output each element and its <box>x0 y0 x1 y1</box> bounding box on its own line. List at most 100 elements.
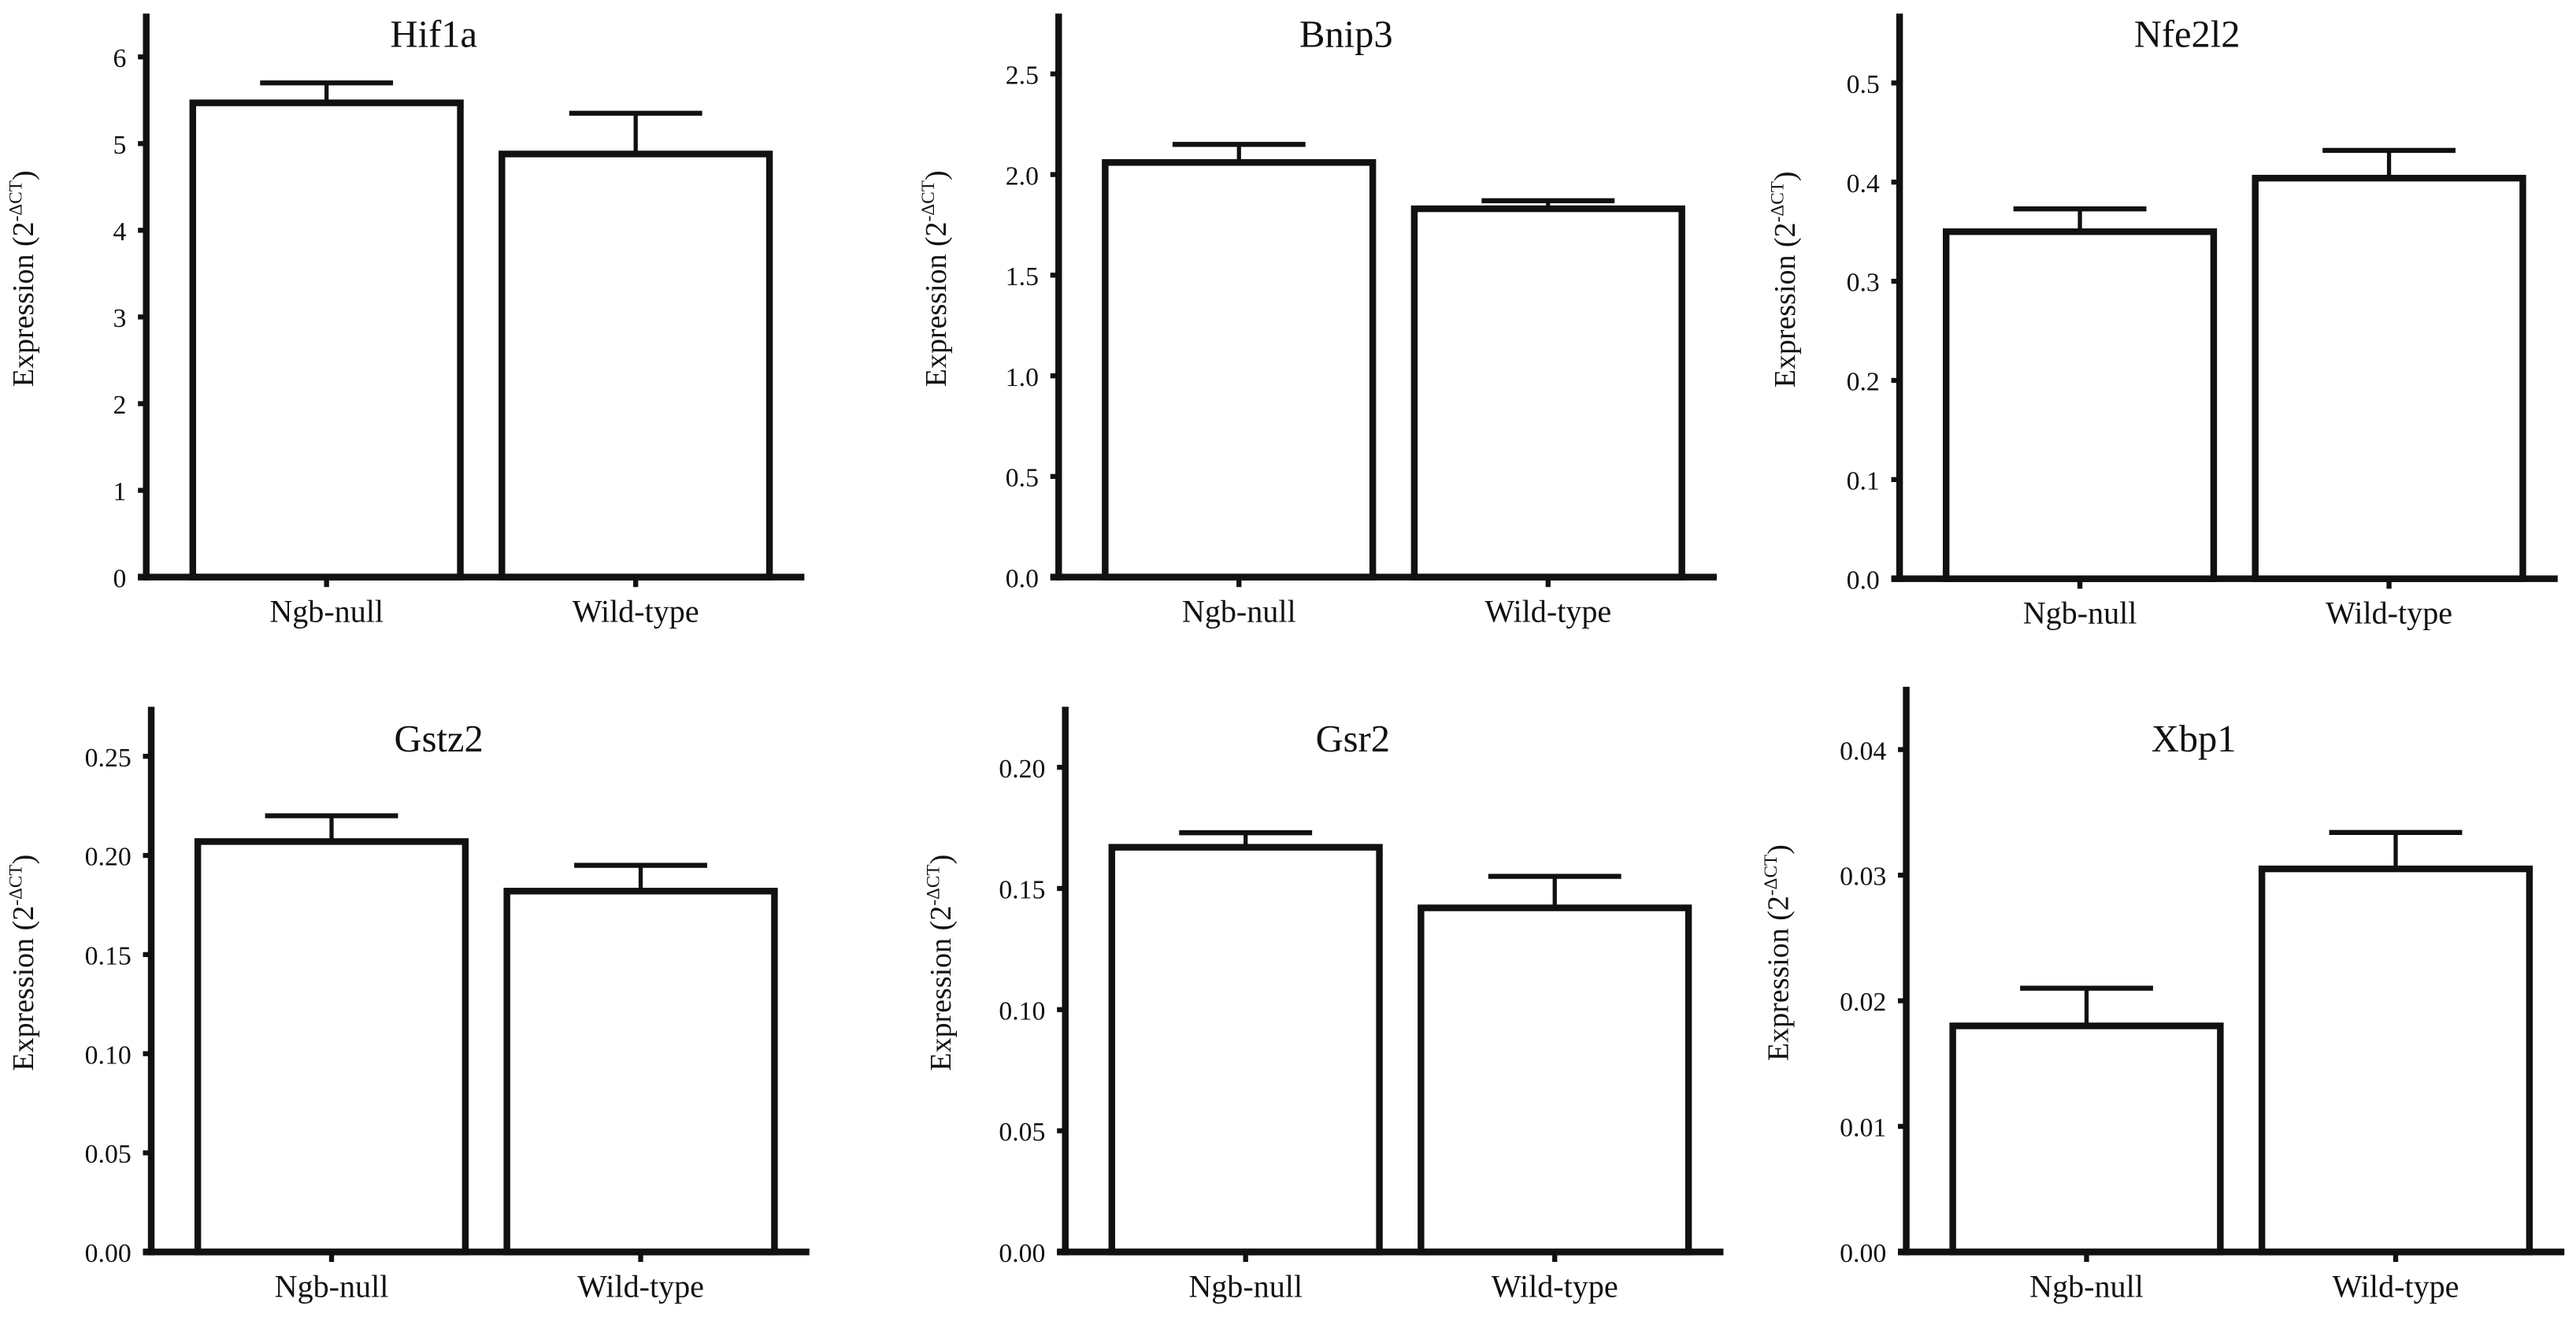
y-tick-label: 0.4 <box>1847 169 1880 199</box>
y-tick-label: 2 <box>113 391 127 420</box>
bar-wild-type <box>1418 904 1692 1256</box>
y-tick-label: 0.00 <box>1840 1239 1886 1268</box>
y-tick-label: 2.5 <box>1006 61 1039 91</box>
x-tick-label: Ngb-null <box>1182 594 1296 629</box>
y-tick-label: 0.20 <box>85 843 132 872</box>
x-tick-label: Ngb-null <box>269 594 384 629</box>
y-tick-label: 0.5 <box>1847 70 1880 99</box>
bar-wild-type <box>503 888 778 1256</box>
y-tick-label: 0.10 <box>999 996 1045 1026</box>
y-axis-label-open: (2 <box>7 906 40 931</box>
x-tick-label: Ngb-null <box>1188 1268 1303 1304</box>
y-tick-label: 0.10 <box>85 1041 132 1070</box>
bar-ngb-null <box>1102 159 1377 581</box>
y-axis-label-close: ) <box>1769 171 1802 181</box>
y-tick-label: 0.15 <box>85 941 132 970</box>
bar-ngb-null <box>194 838 469 1256</box>
y-axis-label-superscript: -ΔCT <box>1767 181 1788 222</box>
y-tick-label: 0.2 <box>1847 368 1880 397</box>
y-axis-label: Expression (2-ΔCT) <box>918 170 953 387</box>
x-tick-label: Wild-type <box>1484 594 1611 629</box>
y-tick-label: 1.0 <box>1006 363 1039 392</box>
y-tick-label: 1.5 <box>1006 262 1039 291</box>
chart-panel-gstz2: Gstz2 Expression (2-ΔCT) Ngb-null Wild-type… <box>6 707 810 1304</box>
bar-wild-type <box>2252 174 2526 582</box>
y-tick-label: 0.00 <box>85 1239 132 1268</box>
bar-ngb-null <box>1108 844 1383 1256</box>
y-axis-label: Expression (2-ΔCT) <box>6 170 40 387</box>
x-tick-label: Ngb-null <box>275 1268 389 1304</box>
y-tick-label: 0 <box>113 564 127 593</box>
chart-panel-nfe2l2: Nfe2l2 Expression (2-ΔCT) Ngb-null Wild-typ… <box>1767 13 2558 631</box>
y-axis-label-close: ) <box>920 170 953 180</box>
chart-title: Hif1a <box>391 13 477 55</box>
y-tick-label: 0.04 <box>1840 736 1886 766</box>
y-axis-label-main: Expression <box>7 247 40 387</box>
y-axis-label-superscript: -ΔCT <box>923 864 943 905</box>
chart-panel-bnip3: Bnip3 Expression (2-ΔCT) Ngb-null Wild-type… <box>918 13 1717 629</box>
x-tick-label: Wild-type <box>2333 1268 2459 1304</box>
y-axis-label-close: ) <box>7 855 40 865</box>
x-tick-label: Ngb-null <box>2023 596 2137 631</box>
bar-ngb-null <box>189 99 464 581</box>
y-axis-label-main: Expression <box>925 930 958 1070</box>
y-tick-label: 0.03 <box>1840 863 1886 892</box>
y-axis-label-open: (2 <box>7 221 40 247</box>
y-axis-label: Expression (2-ΔCT) <box>1761 844 1796 1061</box>
y-axis-label-main: Expression <box>7 930 40 1070</box>
y-tick-label: 0.00 <box>999 1239 1045 1268</box>
y-axis-label-superscript: -ΔCT <box>1761 855 1781 896</box>
x-tick-label: Wild-type <box>2326 596 2452 631</box>
y-axis-label-close: ) <box>925 855 958 865</box>
y-tick-label: 1 <box>113 477 127 506</box>
chart-panel-gsr2: Gsr2 Expression (2-ΔCT) Ngb-null Wild-type 0… <box>923 707 1724 1304</box>
y-axis-label-open: (2 <box>1769 222 1802 247</box>
y-tick-label: 0.1 <box>1847 466 1880 495</box>
chart-title: Gsr2 <box>1316 718 1390 760</box>
y-axis-label-main: Expression <box>1762 921 1796 1061</box>
y-tick-label: 0.02 <box>1840 988 1886 1017</box>
y-tick-label: 2.0 <box>1006 161 1039 191</box>
chart-title: Nfe2l2 <box>2134 13 2241 55</box>
y-tick-label: 4 <box>113 217 127 247</box>
y-tick-label: 0.5 <box>1006 464 1039 493</box>
y-axis-label: Expression (2-ΔCT) <box>1767 171 1802 388</box>
y-axis-label-close: ) <box>1762 844 1796 855</box>
bar-wild-type <box>1410 205 1685 581</box>
x-tick-label: Wild-type <box>573 594 699 629</box>
y-axis-label-close: ) <box>7 170 40 180</box>
bar-wild-type <box>2258 865 2533 1256</box>
y-axis-label-open: (2 <box>925 906 958 931</box>
chart-title: Bnip3 <box>1299 13 1393 55</box>
y-axis-label-open: (2 <box>920 221 953 247</box>
x-tick-label: Wild-type <box>577 1268 704 1304</box>
chart-panel-hif1a: Hif1a Expression (2-ΔCT) Ngb-null Wild-type… <box>6 13 805 629</box>
x-tick-label: Ngb-null <box>2029 1268 2144 1304</box>
y-tick-label: 0.01 <box>1840 1114 1886 1143</box>
bar-ngb-null <box>1949 1022 2224 1256</box>
y-axis-label-superscript: -ΔCT <box>918 180 939 221</box>
y-tick-label: 6 <box>113 44 127 73</box>
bar-wild-type <box>499 150 773 581</box>
bar-ngb-null <box>1942 228 2218 582</box>
chart-panel-xbp1: Xbp1 Expression (2-ΔCT) Ngb-null Wild-type 0… <box>1761 686 2565 1304</box>
y-tick-label: 0.0 <box>1006 564 1039 593</box>
y-tick-label: 3 <box>113 304 127 333</box>
y-tick-label: 0.05 <box>999 1118 1045 1147</box>
y-axis-label-superscript: -ΔCT <box>6 864 26 905</box>
y-tick-label: 0.0 <box>1847 566 1880 595</box>
x-tick-label: Wild-type <box>1492 1268 1618 1304</box>
chart-title: Gstz2 <box>395 718 484 760</box>
chart-title: Xbp1 <box>2152 718 2237 760</box>
y-axis-label-main: Expression <box>920 247 953 387</box>
y-axis-label-main: Expression <box>1769 247 1802 388</box>
y-tick-label: 5 <box>113 131 127 160</box>
y-tick-label: 0.05 <box>85 1140 132 1169</box>
y-axis-label-open: (2 <box>1762 896 1796 921</box>
y-tick-label: 0.20 <box>999 755 1045 784</box>
y-axis-label: Expression (2-ΔCT) <box>923 855 958 1071</box>
y-axis-label: Expression (2-ΔCT) <box>6 855 40 1071</box>
y-axis-label-superscript: -ΔCT <box>6 180 26 221</box>
y-tick-label: 0.25 <box>85 744 132 773</box>
